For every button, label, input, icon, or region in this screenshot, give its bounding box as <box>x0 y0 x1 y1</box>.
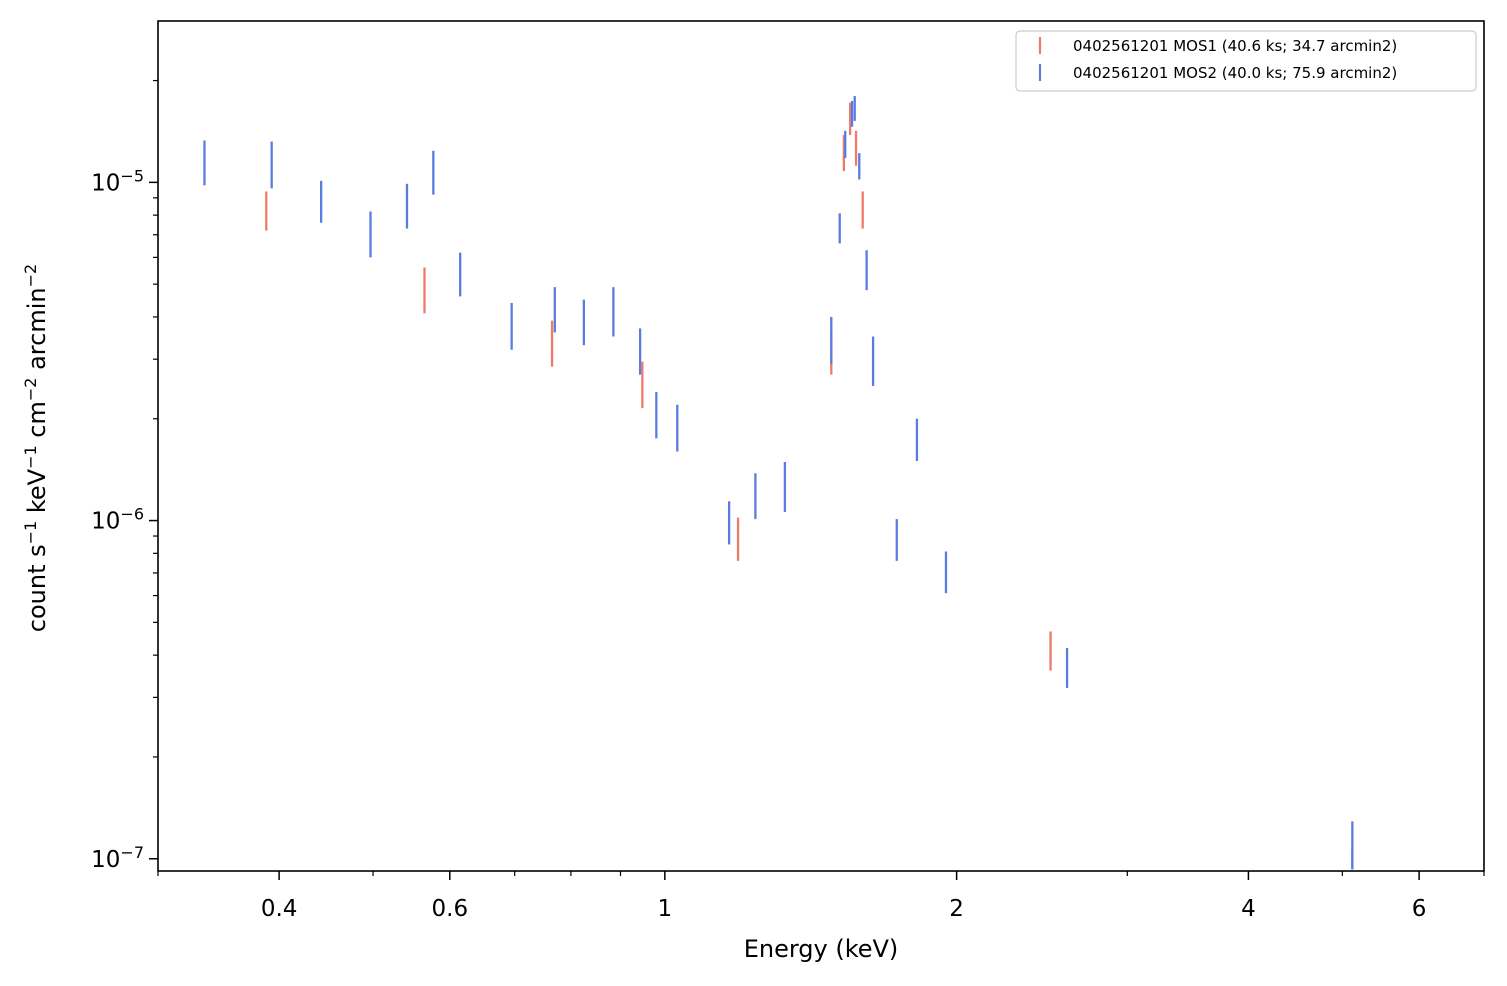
y-axis-label: count s−1 keV−1 cm−2 arcmin−2 <box>21 264 52 632</box>
y-label-sup-3: −2 <box>21 378 40 402</box>
series-2 <box>203 96 1354 870</box>
legend-box <box>1015 30 1477 92</box>
y-label-kev: keV <box>23 468 51 520</box>
y-label-arcmin: arcmin <box>23 287 51 377</box>
x-tick-label-3: 1 <box>658 896 673 922</box>
y-label-sup-1: −1 <box>21 521 40 545</box>
data-layer <box>203 96 1354 870</box>
y-label-sup-4: −2 <box>21 264 40 288</box>
y-tick-label-3: 10−7 <box>91 842 144 873</box>
y-tick-label-2: 10−6 <box>91 504 144 535</box>
legend-label-mos2: 0402561201 MOS2 (40.0 ks; 75.9 arcmin2) <box>1073 64 1397 82</box>
y-label-count: count s <box>23 544 51 632</box>
legend-label-mos1: 0402561201 MOS1 (40.6 ks; 34.7 arcmin2) <box>1073 37 1397 55</box>
x-axis-label: Energy (keV) <box>744 935 899 963</box>
x-tick-label-4: 2 <box>949 896 964 922</box>
y-label-sup-2: −1 <box>21 445 40 469</box>
plot-frame <box>157 20 1485 872</box>
legend: 0402561201 MOS1 (40.6 ks; 34.7 arcmin2) … <box>1015 30 1477 92</box>
x-tick-label-6: 6 <box>1412 896 1427 922</box>
y-tick-label-1: 10−5 <box>91 166 144 197</box>
x-tick-label-1: 0.4 <box>261 896 298 922</box>
x-tick-label-5: 4 <box>1241 896 1256 922</box>
tick-layer: 0.4 0.6 1 2 4 6 10−5 10−6 10−7 <box>91 79 1485 922</box>
x-tick-label-2: 0.6 <box>432 896 469 922</box>
y-label-cm: cm <box>23 401 51 445</box>
